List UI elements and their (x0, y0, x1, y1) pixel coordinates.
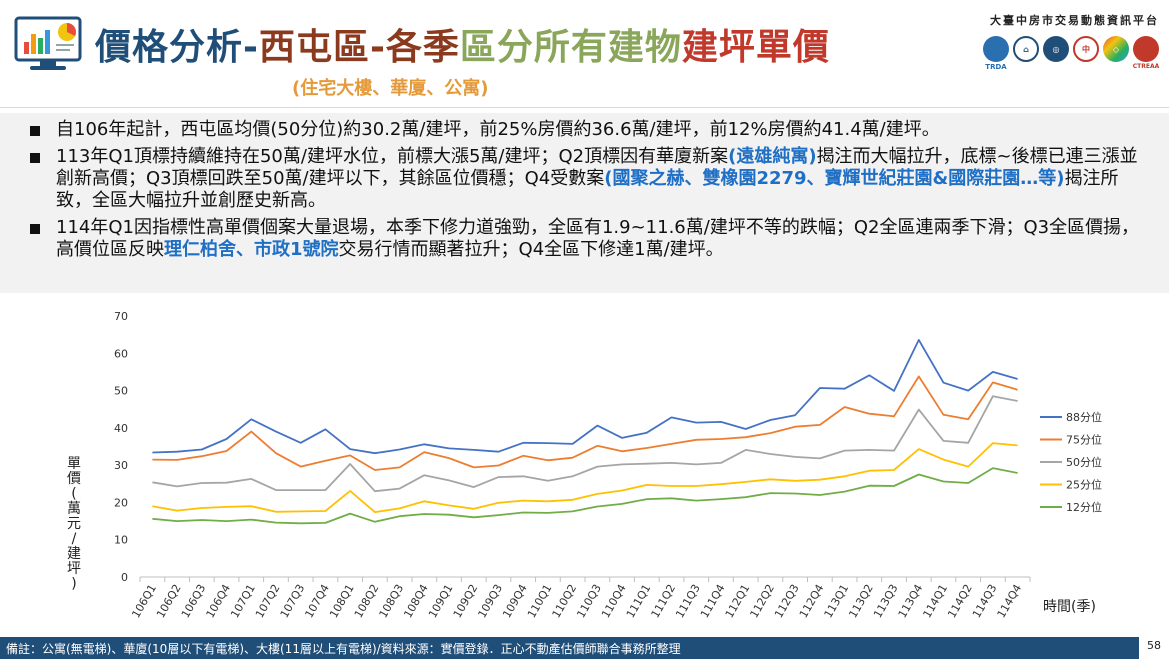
footer-bar: 備註：公寓(無電梯)、華廈(10層以下有電梯)、大樓(11層以上有電梯)/資料來… (0, 637, 1169, 659)
y-tick-label: 40 (114, 422, 128, 435)
series-line-12分位 (152, 467, 1018, 525)
bullet-square-icon (30, 224, 40, 234)
trda-logo-text: TRDA (985, 63, 1007, 71)
legend-label: 12分位 (1066, 500, 1102, 514)
partner-logos: TRDA ⌂ ◎ 中 ◇ CTREAA (983, 36, 1159, 71)
bullet-square-icon (30, 126, 40, 136)
price-line-chart: 0 10 20 30 40 50 60 70 106Q1106Q2106Q3106Q4107Q… (67, 310, 1102, 620)
bullet-text: 自106年起計，西屯區均價(50分位)約30.2萬/建坪，前25%房價約36.6… (56, 119, 940, 140)
title-part-4: 建坪單價 (681, 27, 830, 68)
series-line-25分位 (152, 442, 1018, 514)
y-tick-label: 10 (114, 534, 128, 547)
legend-label: 88分位 (1066, 410, 1102, 424)
x-axis-label: 時間(季) (1043, 599, 1096, 615)
bullet-item: 114年Q1因指標性高單價個案大量退場，本季下修力道強勁，全區有1.9~11.6… (30, 217, 1149, 261)
bullet-text: 114年Q1因指標性高單價個案大量退場，本季下修力道強勁，全區有1.9~11.6… (56, 217, 1140, 260)
bullet-highlight: (遠雄純寓) (728, 146, 817, 167)
bullet-highlight: (國聚之赫、雙橡園2279、寶輝世紀莊園&國際莊園…等) (604, 168, 1065, 189)
page-title: 價格分析-西屯區-各季區分所有建物建坪單價 (95, 18, 830, 70)
emblem-logo-icon: 中 (1073, 36, 1099, 62)
summary-bullets: 自106年起計，西屯區均價(50分位)約30.2萬/建坪，前25%房價約36.6… (0, 113, 1169, 293)
page-number: 58 (1139, 632, 1169, 659)
series-lines (152, 339, 1018, 525)
seal-logo-icon: ◎ (1043, 36, 1069, 62)
bullet-text: 113年Q1頂標持續維持在50萬/建坪水位，前標大漲5萬/建坪；Q2頂標因有華廈… (56, 146, 729, 167)
title-part-1: 價格分析- (95, 27, 259, 68)
y-axis-label: 單價(萬元/建坪) (67, 456, 81, 592)
y-axis: 0 10 20 30 40 50 60 70 (114, 310, 128, 584)
series-line-88分位 (152, 339, 1018, 455)
trda-logo-icon: TRDA (983, 36, 1009, 71)
bullet-item: 自106年起計，西屯區均價(50分位)約30.2萬/建坪，前25%房價約36.6… (30, 119, 1149, 141)
y-tick-label: 30 (114, 459, 128, 472)
bullet-text: 揭注所致，全區大幅拉升並創歷史新高。 (56, 168, 1119, 211)
ctreaa-logo-icon: CTREAA (1133, 36, 1159, 70)
bullet-item: 113年Q1頂標持續維持在50萬/建坪水位，前標大漲5萬/建坪；Q2頂標因有華廈… (30, 146, 1149, 212)
chart-container: 0 10 20 30 40 50 60 70 106Q1 106Q2 106Q3 106Q4 107Q… (0, 300, 1169, 630)
x-tick-label: 114Q4 (995, 582, 1025, 620)
building-logo-icon: ⌂ (1013, 36, 1039, 62)
y-tick-label: 50 (114, 385, 128, 398)
bullet-text: 交易行情而顯著拉升；Q4全區下修達1萬/建坪。 (338, 239, 724, 260)
title-part-3: 區分所有建物 (459, 27, 682, 68)
x-axis: 106Q1106Q2106Q3106Q4107Q1107Q2107Q3107Q4… (129, 576, 1031, 620)
ctreaa-logo-text: CTREAA (1132, 63, 1160, 70)
header-divider (0, 107, 1169, 108)
bullet-text: 揭注而大幅拉升，底標~後標已連三漲並創新高價；Q3頂標回跌至50萬/建坪以下，其… (56, 146, 1138, 189)
y-tick-label: 0 (121, 571, 128, 584)
bullet-highlight: 理仁柏舍、市政1號院 (164, 239, 339, 260)
page-subtitle: (住宅大樓、華廈、公寓) (292, 78, 489, 99)
organization-name: 大臺中房市交易動態資訊平台 (990, 14, 1159, 27)
legend-label: 50分位 (1066, 455, 1102, 469)
legend-label: 75分位 (1066, 433, 1102, 447)
footer-note: 備註：公寓(無電梯)、華廈(10層以下有電梯)、大樓(11層以上有電梯)/資料來… (6, 642, 681, 656)
bullet-square-icon (30, 153, 40, 163)
series-line-50分位 (152, 395, 1018, 493)
y-tick-label: 70 (114, 310, 128, 323)
analytics-dashboard-icon (14, 16, 82, 70)
chart-legend: 88分位 75分位 50分位 25分位 12分位 (1040, 410, 1102, 514)
header: 價格分析-西屯區-各季區分所有建物建坪單價 (住宅大樓、華廈、公寓) 大臺中房市… (0, 0, 1169, 108)
legend-label: 25分位 (1066, 478, 1102, 492)
y-tick-label: 20 (114, 496, 128, 509)
y-tick-label: 60 (114, 347, 128, 360)
series-line-75分位 (152, 375, 1018, 471)
title-part-2: 西屯區-各季 (258, 27, 460, 68)
diamond-logo-icon: ◇ (1103, 36, 1129, 62)
